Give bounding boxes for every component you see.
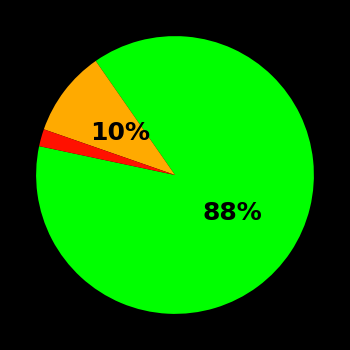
Wedge shape (44, 61, 175, 175)
Wedge shape (36, 36, 314, 314)
Wedge shape (39, 129, 175, 175)
Text: 88%: 88% (203, 202, 263, 225)
Text: 10%: 10% (90, 121, 150, 145)
